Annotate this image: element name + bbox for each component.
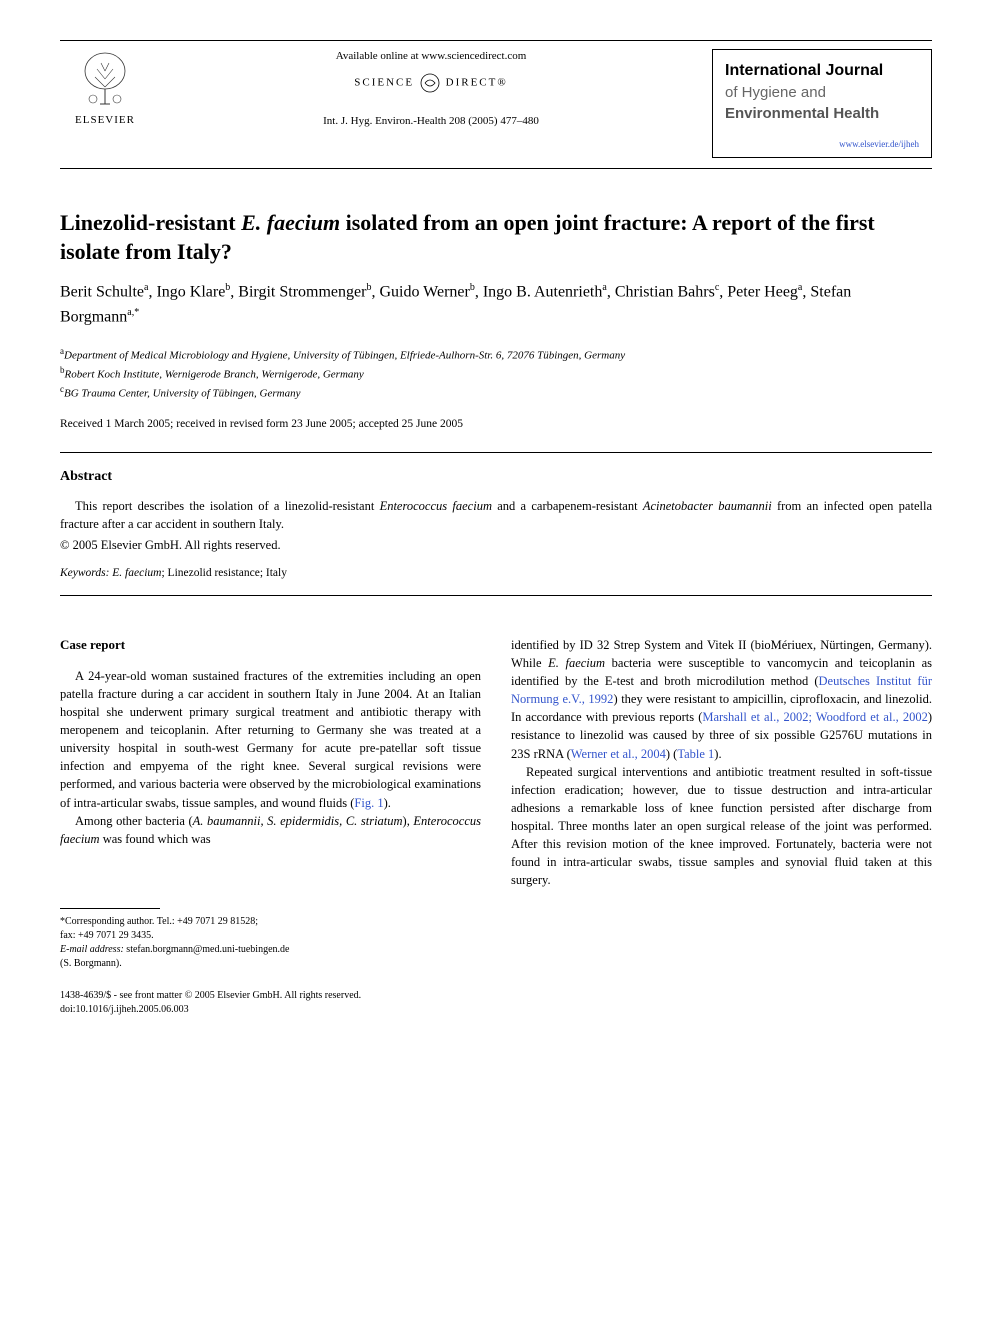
column-right: identified by ID 32 Strep System and Vit…	[511, 636, 932, 1017]
email-label: E-mail address:	[60, 944, 124, 955]
header-bottom-rule	[60, 168, 932, 169]
title-species: E. faecium	[241, 210, 340, 235]
p1-end: ).	[384, 796, 391, 810]
cite-werner-2004[interactable]: Werner et al., 2004	[571, 747, 666, 761]
p2-mid: ),	[403, 814, 414, 828]
science-direct-logo: SCIENCE DIRECT®	[170, 72, 692, 94]
keywords-species: E. faecium	[112, 567, 161, 579]
p2-pre: Among other bacteria (	[75, 814, 193, 828]
sd-text-1: SCIENCE	[354, 77, 414, 89]
keywords-rest: ; Linezolid resistance; Italy	[161, 567, 287, 579]
available-online-text: Available online at www.sciencedirect.co…	[170, 49, 692, 64]
col2-para-1: identified by ID 32 Strep System and Vit…	[511, 636, 932, 763]
keywords-line: Keywords: E. faecium; Linezolid resistan…	[60, 565, 932, 581]
abstract-paragraph: This report describes the isolation of a…	[60, 497, 932, 533]
article-title: Linezolid-resistant E. faecium isolated …	[60, 209, 932, 266]
abstract-text-2: and a carbapenem-resistant	[492, 499, 643, 513]
p2-post: was found which was	[100, 832, 211, 846]
c2p1-end: ).	[714, 747, 721, 761]
affiliation-line: cBG Trauma Center, University of Tübinge…	[60, 383, 932, 402]
journal-url[interactable]: www.elsevier.de/ijheh	[725, 138, 919, 151]
case-para-2: Among other bacteria (A. baumannii, S. e…	[60, 812, 481, 848]
abstract-top-rule	[60, 452, 932, 453]
article-dates: Received 1 March 2005; received in revis…	[60, 416, 932, 432]
p1-text: A 24-year-old woman sustained fractures …	[60, 669, 481, 810]
authors-list: Berit Schultea, Ingo Klareb, Birgit Stro…	[60, 280, 932, 329]
front-matter-line-1: 1438-4639/$ - see front matter © 2005 El…	[60, 989, 481, 1003]
sd-swirl-icon	[419, 72, 441, 94]
c2p1-mid4: ) (	[666, 747, 677, 761]
keywords-label: Keywords:	[60, 567, 109, 579]
journal-title-box: International Journal of Hygiene and Env…	[712, 49, 932, 158]
abstract-species-2: Acinetobacter baumannii	[643, 499, 772, 513]
abstract-heading: Abstract	[60, 467, 932, 487]
affiliations-block: aDepartment of Medical Microbiology and …	[60, 345, 932, 402]
journal-title-line-2: of Hygiene and	[725, 82, 919, 103]
center-header: Available online at www.sciencedirect.co…	[150, 49, 712, 130]
sd-text-2: DIRECT	[446, 77, 498, 89]
sd-registered: ®	[497, 77, 507, 89]
header-top-rule	[60, 40, 932, 41]
email-address[interactable]: stefan.borgmann@med.uni-tuebingen.de	[126, 944, 289, 955]
footnote-block: *Corresponding author. Tel.: +49 7071 29…	[60, 915, 481, 971]
publisher-label: ELSEVIER	[75, 113, 135, 128]
footnote-rule	[60, 908, 160, 909]
corresponding-author: *Corresponding author. Tel.: +49 7071 29…	[60, 915, 481, 929]
cite-marshall-woodford[interactable]: Marshall et al., 2002; Woodford et al., …	[702, 710, 927, 724]
abstract-species-1: Enterococcus faecium	[380, 499, 492, 513]
header-row: ELSEVIER Available online at www.science…	[60, 49, 932, 158]
column-left: Case report A 24-year-old woman sustaine…	[60, 636, 481, 1017]
abstract-copyright: © 2005 Elsevier GmbH. All rights reserve…	[60, 537, 932, 555]
affiliation-line: aDepartment of Medical Microbiology and …	[60, 345, 932, 364]
case-report-heading: Case report	[60, 636, 481, 655]
col2-para-2: Repeated surgical interventions and anti…	[511, 763, 932, 890]
case-para-1: A 24-year-old woman sustained fractures …	[60, 667, 481, 812]
body-columns: Case report A 24-year-old woman sustaine…	[60, 636, 932, 1017]
publisher-block: ELSEVIER	[60, 49, 150, 128]
title-part-1: Linezolid-resistant	[60, 210, 241, 235]
journal-title-line-3: Environmental Health	[725, 103, 919, 124]
doi-line: doi:10.1016/j.ijheh.2005.06.003	[60, 1003, 481, 1017]
journal-reference: Int. J. Hyg. Environ.-Health 208 (2005) …	[170, 114, 692, 129]
elsevier-tree-icon	[75, 49, 135, 109]
front-matter-info: 1438-4639/$ - see front matter © 2005 El…	[60, 989, 481, 1017]
corresponding-fax: fax: +49 7071 29 3435.	[60, 929, 481, 943]
table-1-link[interactable]: Table 1	[677, 747, 714, 761]
journal-title-line-1: International Journal	[725, 60, 919, 82]
abstract-bottom-rule	[60, 595, 932, 596]
fig-1-link[interactable]: Fig. 1	[354, 796, 383, 810]
c2p1-species: E. faecium	[548, 656, 605, 670]
affiliation-line: bRobert Koch Institute, Wernigerode Bran…	[60, 364, 932, 383]
abstract-text-1: This report describes the isolation of a…	[75, 499, 380, 513]
corresponding-name: (S. Borgmann).	[60, 957, 481, 971]
corresponding-email-line: E-mail address: stefan.borgmann@med.uni-…	[60, 943, 481, 957]
p2-species-1: A. baumannii, S. epidermidis, C. striatu…	[193, 814, 403, 828]
